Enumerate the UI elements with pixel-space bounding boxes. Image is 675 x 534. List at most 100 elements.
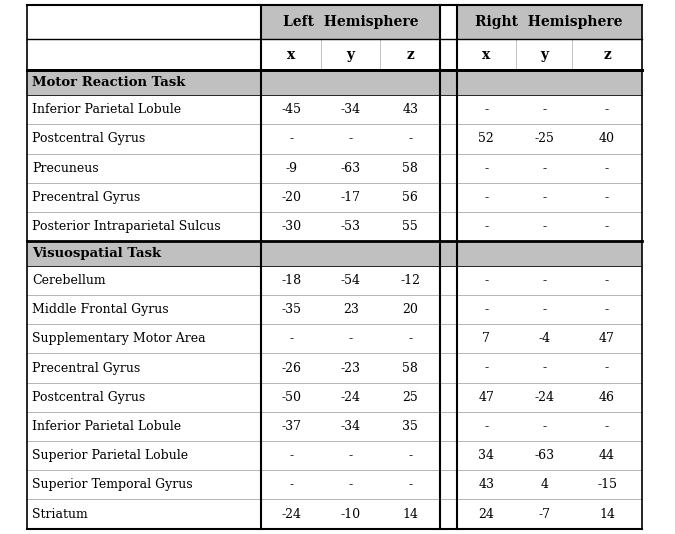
Text: -35: -35 [281, 303, 301, 316]
Text: -: - [542, 362, 546, 374]
Text: -15: -15 [597, 478, 617, 491]
Text: -: - [349, 332, 353, 345]
Text: -: - [542, 274, 546, 287]
Text: -: - [542, 191, 546, 204]
Text: Postcentral Gyrus: Postcentral Gyrus [32, 132, 145, 145]
Text: -: - [484, 191, 489, 204]
Text: 7: 7 [483, 332, 490, 345]
Text: -: - [484, 420, 489, 433]
Text: 24: 24 [479, 507, 494, 521]
Text: Precentral Gyrus: Precentral Gyrus [32, 191, 140, 204]
Text: -20: -20 [281, 191, 301, 204]
Text: Superior Parietal Lobule: Superior Parietal Lobule [32, 449, 188, 462]
Text: -30: -30 [281, 220, 301, 233]
Text: -: - [484, 362, 489, 374]
Text: Middle Frontal Gyrus: Middle Frontal Gyrus [32, 303, 169, 316]
Text: -: - [605, 362, 609, 374]
Bar [26, 212, 642, 241]
Text: -26: -26 [281, 362, 301, 374]
Text: -: - [542, 220, 546, 233]
Text: -: - [349, 132, 353, 145]
Text: 47: 47 [479, 391, 494, 404]
Bar [440, 5, 456, 39]
Text: z: z [603, 48, 611, 62]
Text: 35: 35 [402, 420, 418, 433]
Text: -: - [484, 220, 489, 233]
Text: -34: -34 [341, 420, 361, 433]
Text: -: - [605, 103, 609, 116]
Text: -23: -23 [341, 362, 360, 374]
Text: -24: -24 [534, 391, 554, 404]
Text: -: - [605, 191, 609, 204]
Bar [440, 241, 456, 266]
Text: -: - [542, 420, 546, 433]
Text: x: x [287, 48, 296, 62]
Text: 44: 44 [599, 449, 615, 462]
Text: Precuneus: Precuneus [32, 162, 99, 175]
Bar [26, 412, 642, 441]
Text: -54: -54 [341, 274, 360, 287]
Bar [26, 441, 642, 470]
Text: -: - [605, 220, 609, 233]
Text: 40: 40 [599, 132, 615, 145]
Bar [26, 470, 642, 499]
Bar [456, 70, 642, 95]
Text: Posterior Intraparietal Sulcus: Posterior Intraparietal Sulcus [32, 220, 221, 233]
Text: 23: 23 [343, 303, 358, 316]
Text: -: - [605, 274, 609, 287]
Text: z: z [406, 48, 414, 62]
Text: -: - [289, 449, 293, 462]
Text: Postcentral Gyrus: Postcentral Gyrus [32, 391, 145, 404]
Text: 55: 55 [402, 220, 418, 233]
Text: -37: -37 [281, 420, 301, 433]
Text: x: x [482, 48, 491, 62]
Text: -: - [484, 274, 489, 287]
Text: -: - [605, 162, 609, 175]
Text: Inferior Parietal Lobule: Inferior Parietal Lobule [32, 420, 181, 433]
Text: -: - [349, 478, 353, 491]
Bar [26, 95, 642, 124]
Text: -25: -25 [535, 132, 554, 145]
Text: Visuospatial Task: Visuospatial Task [32, 247, 161, 260]
Text: 14: 14 [402, 507, 418, 521]
Text: -: - [408, 449, 412, 462]
Text: -: - [484, 162, 489, 175]
Text: 47: 47 [599, 332, 615, 345]
Text: -24: -24 [341, 391, 360, 404]
Text: 14: 14 [599, 507, 615, 521]
Text: 20: 20 [402, 303, 418, 316]
Text: -12: -12 [400, 274, 421, 287]
Text: -18: -18 [281, 274, 301, 287]
Bar [26, 241, 261, 266]
Text: Right  Hemisphere: Right Hemisphere [475, 15, 623, 29]
Text: y: y [540, 48, 548, 62]
Text: -: - [289, 478, 293, 491]
Bar [26, 295, 642, 324]
Text: -9: -9 [286, 162, 297, 175]
Text: -: - [289, 332, 293, 345]
Text: -: - [349, 449, 353, 462]
Text: -: - [542, 303, 546, 316]
Text: 34: 34 [479, 449, 494, 462]
Text: Supplementary Motor Area: Supplementary Motor Area [32, 332, 206, 345]
Bar [440, 70, 456, 95]
Text: -4: -4 [538, 332, 550, 345]
Text: 56: 56 [402, 191, 418, 204]
Text: -10: -10 [341, 507, 361, 521]
Text: 58: 58 [402, 162, 418, 175]
Text: -34: -34 [341, 103, 361, 116]
Text: 52: 52 [479, 132, 494, 145]
Text: 25: 25 [402, 391, 418, 404]
Text: -: - [408, 478, 412, 491]
Text: Cerebellum: Cerebellum [32, 274, 105, 287]
Text: Inferior Parietal Lobule: Inferior Parietal Lobule [32, 103, 181, 116]
Text: Motor Reaction Task: Motor Reaction Task [32, 76, 186, 89]
Bar [26, 124, 642, 154]
Text: 58: 58 [402, 362, 418, 374]
Bar [26, 5, 261, 39]
Text: -: - [408, 132, 412, 145]
Text: Precentral Gyrus: Precentral Gyrus [32, 362, 140, 374]
Text: -24: -24 [281, 507, 301, 521]
Text: -: - [484, 103, 489, 116]
Bar [26, 154, 642, 183]
